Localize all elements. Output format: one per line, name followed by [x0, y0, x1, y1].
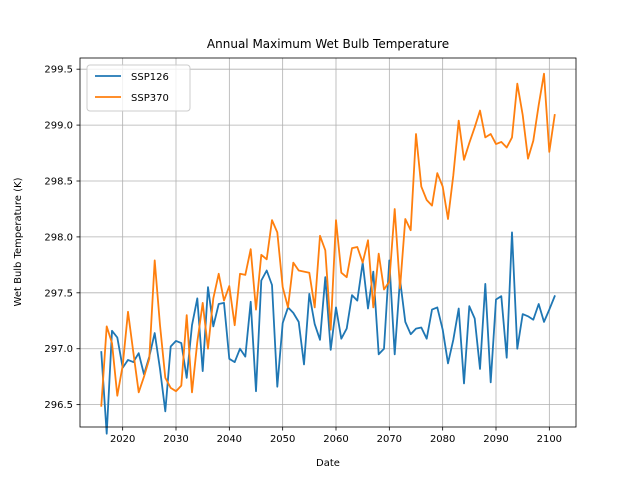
- y-tick-label: 296.5: [44, 400, 73, 411]
- series-line-ssp370: [100, 72, 556, 407]
- y-tick-label: 297.5: [44, 288, 73, 299]
- y-tick-label: 299.5: [44, 65, 73, 76]
- y-tick-label: 298.5: [44, 177, 73, 188]
- y-tick-label: 299.0: [44, 121, 73, 132]
- x-tick-label: 2070: [377, 434, 402, 445]
- legend-label-ssp126: SSP126: [131, 72, 169, 83]
- x-axis-ticks: 2020 2030 2040 2050 2060 2070 2080 2090 2100: [110, 427, 562, 445]
- x-tick-label: 2080: [430, 434, 455, 445]
- legend-label-ssp370: SSP370: [131, 93, 169, 104]
- chart-title: Annual Maximum Wet Bulb Temperature: [207, 37, 449, 51]
- x-tick-label: 2100: [537, 434, 562, 445]
- plot-area-frame: [79, 57, 577, 428]
- x-tick-label: 2040: [217, 434, 242, 445]
- x-tick-label: 2090: [483, 434, 508, 445]
- y-tick-label: 298.0: [44, 232, 73, 243]
- x-tick-label: 2060: [323, 434, 348, 445]
- x-tick-label: 2030: [163, 434, 188, 445]
- y-tick-label: 297.0: [44, 344, 73, 355]
- x-tick-label: 2020: [110, 434, 135, 445]
- x-axis-label: Date: [316, 458, 340, 469]
- y-axis-label: Wet Bulb Temperature (K): [13, 177, 24, 306]
- x-tick-label: 2050: [270, 434, 295, 445]
- series-line-ssp126: [100, 231, 556, 435]
- legend: SSP126 SSP370: [86, 64, 191, 112]
- y-axis-ticks: 296.5 297.0 297.5 298.0 298.5 299.0 299.5: [44, 65, 80, 411]
- series-lines: [100, 72, 556, 435]
